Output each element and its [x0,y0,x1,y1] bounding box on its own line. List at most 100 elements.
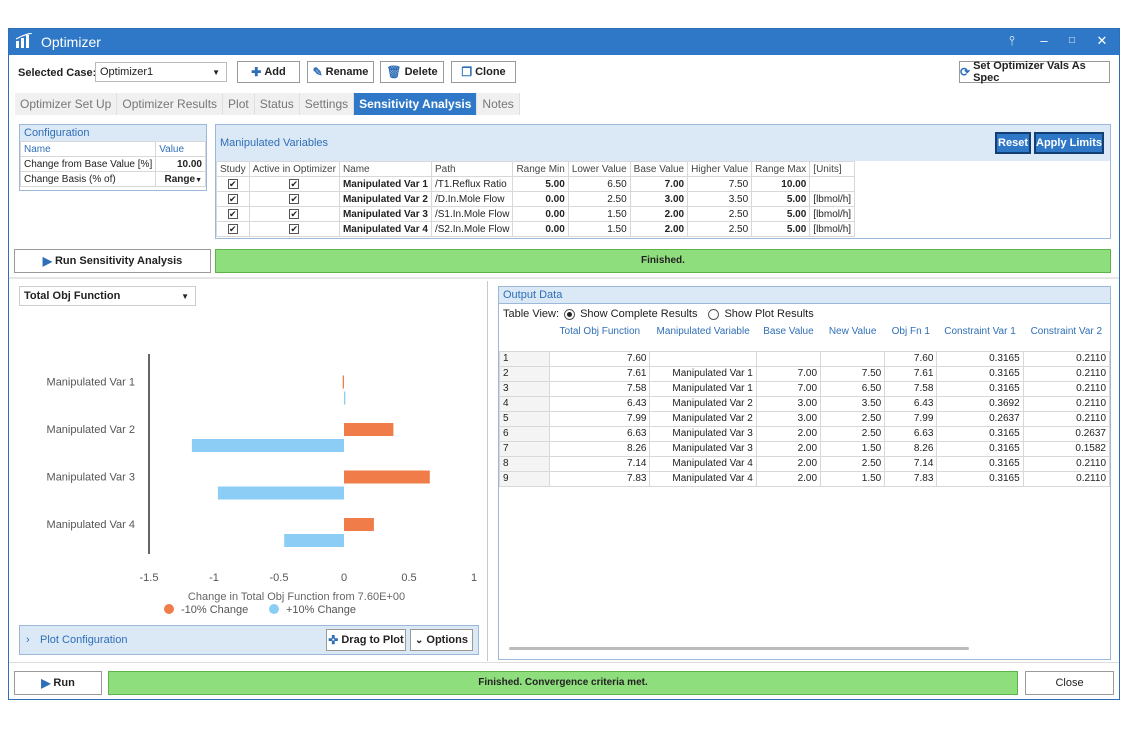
mv-range-min-cell[interactable]: 0.00 [512,191,569,207]
mv-lower-cell[interactable]: 2.50 [567,191,631,207]
change-basis-value: Range [164,173,196,185]
table-row[interactable]: 4 6.43 Manipulated Var 2 3.00 3.50 6.43 0.3692… [498,395,1111,412]
output-cell: 0.3165 [936,365,1024,382]
row-index: 6 [498,425,551,442]
mv-range-min-cell[interactable]: 5.00 [512,176,569,192]
mv-range-max-cell[interactable]: 5.00 [751,206,811,222]
pencil-icon: ✎ [312,65,323,79]
row-index: 9 [498,470,551,487]
tab-notes[interactable]: Notes [477,93,520,115]
active-checkbox[interactable]: ✔ [289,223,300,234]
tab-sensitivity-analysis[interactable]: Sensitivity Analysis [354,93,478,115]
footer-divider [9,662,1119,663]
selected-case-dropdown[interactable]: Optimizer1 ▼ [95,62,227,82]
plot-selector-dropdown[interactable]: Total Obj Function ▼ [19,286,196,306]
output-cell: 0.2110 [1022,365,1111,382]
output-cell [755,350,822,367]
tab-settings[interactable]: Settings [299,93,355,115]
minimize-icon[interactable]: – [1040,33,1048,48]
play-icon: ▶ [41,676,51,690]
study-checkbox[interactable]: ✔ [227,193,238,204]
apply-limits-button[interactable]: Apply Limits [1034,132,1104,154]
table-row[interactable]: 9 7.83 Manipulated Var 4 2.00 1.50 7.83 0.3165… [498,470,1111,487]
active-checkbox[interactable]: ✔ [289,178,300,189]
maximize-icon[interactable]: □ [1068,35,1076,46]
footer-status-bar: Finished. Convergence criteria met. [108,671,1018,695]
output-cell: 7.61 [884,365,938,382]
active-checkbox[interactable]: ✔ [289,208,300,219]
table-row[interactable]: 2 7.61 Manipulated Var 1 7.00 7.50 7.61 0.3165… [498,365,1111,382]
table-row[interactable]: 7 8.26 Manipulated Var 3 2.00 1.50 8.26 0.3165… [498,440,1111,457]
mv-higher-cell[interactable]: 3.50 [687,191,753,207]
change-basis-dropdown[interactable]: Range▼ [155,171,206,187]
manipulated-table: Study Active in Optimizer Name Path Range Mi… [216,161,856,237]
mv-lower-cell[interactable]: 1.50 [567,221,631,237]
output-cell: 0.2110 [1022,380,1111,397]
drag-to-plot-button[interactable]: ✜ Drag to Plot [326,629,406,651]
active-checkbox[interactable]: ✔ [289,193,300,204]
rename-button[interactable]: ✎ Rename [307,61,374,83]
mv-higher-cell[interactable]: 7.50 [687,176,753,192]
options-button[interactable]: ⌄ Options [410,629,473,651]
option-plot-label[interactable]: Show Plot Results [724,308,814,320]
output-cell: 7.50 [820,365,886,382]
study-checkbox[interactable]: ✔ [227,208,238,219]
output-cell: 8.26 [549,440,651,457]
study-checkbox[interactable]: ✔ [227,178,238,189]
output-cell: Manipulated Var 3 [649,425,757,442]
mv-range-max-cell[interactable]: 10.00 [751,176,811,192]
add-button[interactable]: ✚ Add [237,61,300,83]
close-button[interactable]: Close [1025,671,1114,695]
mv-range-max-cell[interactable]: 5.00 [751,191,811,207]
chevron-right-icon[interactable]: › [26,634,30,646]
mv-base-cell[interactable]: 2.00 [629,206,689,222]
run-button[interactable]: ▶ Run [14,671,102,695]
mv-range-min-cell[interactable]: 0.00 [512,206,569,222]
table-row[interactable]: 8 7.14 Manipulated Var 4 2.00 2.50 7.14 0.3165… [498,455,1111,472]
table-row[interactable]: 6 6.63 Manipulated Var 3 2.00 2.50 6.63 0.3165… [498,425,1111,442]
category-label: Manipulated Var 1 [47,377,135,389]
table-row[interactable]: 1 7.60 7.60 0.3165 0.2110 [498,350,1111,367]
output-cell: Manipulated Var 2 [649,410,757,427]
run-sensitivity-button[interactable]: ▶ Run Sensitivity Analysis [14,249,211,273]
reset-button[interactable]: Reset [995,132,1031,154]
close-icon[interactable]: ✕ [1096,33,1108,48]
options-label: Options [426,634,468,646]
output-cell: 2.00 [755,425,822,442]
mv-lower-cell[interactable]: 1.50 [567,206,631,222]
table-spacer-cell [500,339,1110,351]
config-name: Change Basis (% of) [19,171,157,187]
output-cell: Manipulated Var 4 [649,455,757,472]
legend-label: +10% Change [286,604,356,616]
clone-button[interactable]: ❐ Clone [451,61,516,83]
delete-button[interactable]: 🗑 Delete [380,61,444,83]
table-row[interactable]: 3 7.58 Manipulated Var 1 7.00 6.50 7.58 0.3165… [498,380,1111,397]
output-data-panel: Output Data Table View: Show Complete Re… [498,286,1111,660]
radio-plot-icon[interactable] [708,308,720,320]
mv-lower-cell[interactable]: 6.50 [567,176,631,192]
radio-complete-icon[interactable] [564,308,576,320]
table-row[interactable]: 5 7.99 Manipulated Var 2 3.00 2.50 7.99 0.2637… [498,410,1111,427]
option-complete-label[interactable]: Show Complete Results [580,308,698,320]
mv-higher-cell[interactable]: 2.50 [687,206,753,222]
horizontal-scrollbar[interactable] [509,647,969,650]
tab-plot[interactable]: Plot [223,93,255,115]
mv-base-cell[interactable]: 2.00 [629,221,689,237]
tab-optimizer-set-up[interactable]: Optimizer Set Up [15,93,118,115]
output-cell: 7.14 [884,455,938,472]
selected-case-label: Selected Case: [18,67,97,79]
set-optimizer-vals-button[interactable]: ⟳ Set Optimizer Vals As Spec [959,60,1110,84]
tab-status[interactable]: Status [254,93,300,115]
tab-optimizer-results[interactable]: Optimizer Results [117,93,224,115]
mv-col-header: Lower Value [567,161,631,177]
plot-configuration-label[interactable]: Plot Configuration [40,634,128,646]
mv-base-cell[interactable]: 7.00 [629,176,689,192]
mv-higher-cell[interactable]: 2.50 [687,221,753,237]
pin-icon[interactable]: ⫯ [1009,33,1015,48]
mv-base-cell[interactable]: 3.00 [629,191,689,207]
study-checkbox[interactable]: ✔ [227,223,238,234]
mv-range-min-cell[interactable]: 0.00 [512,221,569,237]
active-checkbox-cell: ✔ [248,176,340,192]
config-value-input[interactable]: 10.00 [155,156,206,172]
mv-range-max-cell[interactable]: 5.00 [751,221,811,237]
